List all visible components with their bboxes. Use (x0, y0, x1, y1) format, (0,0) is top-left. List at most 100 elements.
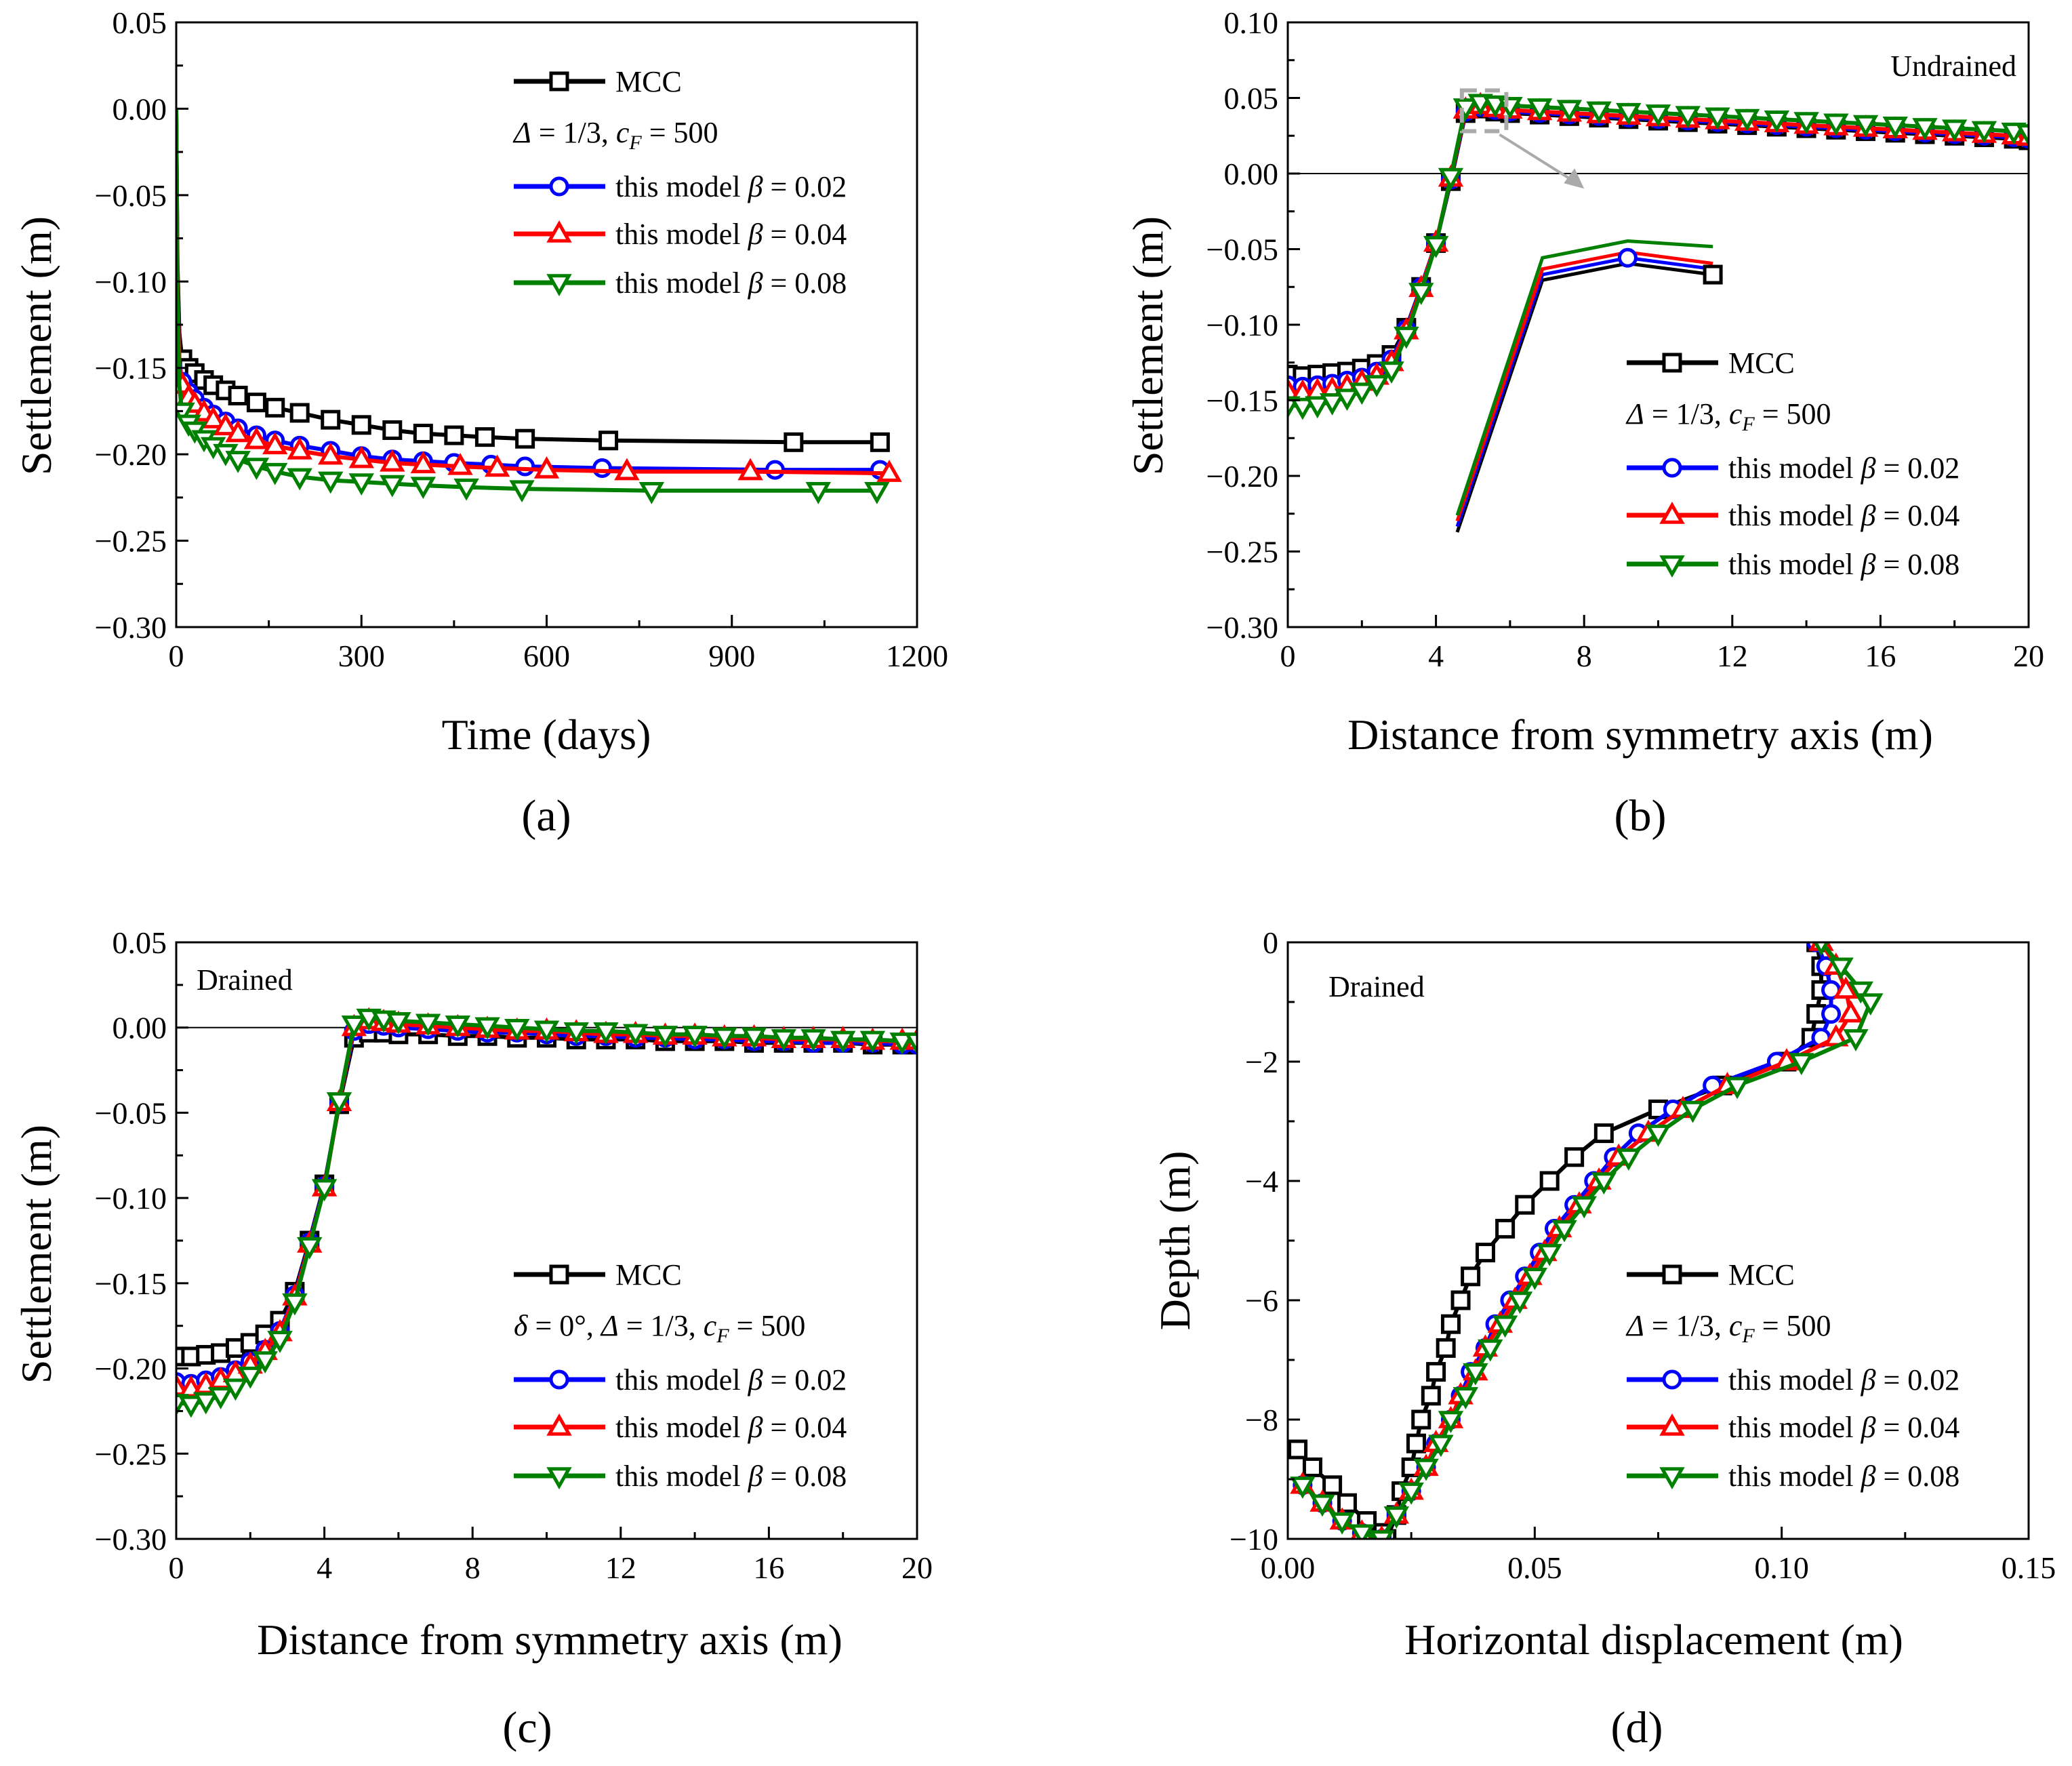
legend-marker-MCC (1662, 1264, 1682, 1285)
x-tick-label: 0.05 (1507, 1550, 1562, 1585)
plot-frame (175, 21, 918, 628)
plot-c: 0 4 8 12 16 20 0.05 0.00 −0.05 −0.10 −0.15 −0.20 −0.… (95, 925, 933, 1585)
y-tick-label: −0.10 (95, 264, 167, 299)
x-tick-label: 0 (169, 639, 184, 673)
legend-label-b008: this model β = 0.08 (615, 1460, 847, 1493)
series-line-b004 (1301, 942, 1853, 1539)
x-tick-label: 4 (317, 1550, 332, 1585)
legend-marker-b002 (549, 176, 569, 197)
y-tick-label: 0.10 (1224, 5, 1279, 40)
data-point-b008 (1616, 102, 1642, 125)
y-axis-title-c: Settlement (m) (12, 1125, 60, 1384)
data-point-b008 (193, 1392, 219, 1415)
x-tick-label: 8 (1577, 639, 1592, 673)
data-point-MCC (1406, 1433, 1426, 1453)
y-tick-label: −0.25 (1206, 535, 1278, 569)
zoom-arrow-line (1499, 133, 1572, 180)
data-point-b008 (1428, 1434, 1454, 1458)
data-point-MCC (1515, 1195, 1535, 1215)
data-point-MCC (784, 432, 804, 452)
y-tick-label: −0.20 (95, 437, 167, 472)
data-point-b008 (682, 1026, 708, 1048)
data-point-b008 (904, 1032, 917, 1055)
data-point-b008 (1789, 1053, 1814, 1076)
data-point-b008 (297, 1237, 323, 1260)
data-point-b008 (1764, 111, 1790, 133)
data-point-b002 (592, 458, 612, 479)
data-point-b008 (830, 1030, 856, 1053)
series-group (1288, 92, 2029, 420)
data-point-b008 (800, 1029, 826, 1051)
legend-label-MCC: MCC (615, 65, 682, 98)
x-tick-label: 900 (708, 639, 755, 673)
y-tick-label: −0.15 (1206, 384, 1278, 418)
legend-label-MCC: MCC (615, 1258, 682, 1291)
legend-params: Δ = 1/3, cF = 500 (1625, 1309, 1831, 1347)
data-point-b008 (453, 478, 479, 501)
data-point-MCC (289, 403, 310, 423)
data-point-b008 (1463, 1363, 1488, 1386)
data-point-MCC (1539, 1171, 1560, 1191)
data-point-b008 (1912, 118, 1938, 140)
data-point-MCC (515, 428, 535, 449)
y-axis-title-a: Settlement (m) (12, 216, 60, 475)
series-line-b008 (176, 1015, 917, 1407)
x-tick-label: 300 (338, 639, 385, 673)
y-tick-label: 0.05 (113, 925, 167, 960)
x-tick-label: 0.00 (1261, 1550, 1316, 1585)
y-axis-title-b: Settlement (m) (1124, 216, 1172, 475)
data-point-b008 (1828, 957, 1854, 980)
y-tick-label: −6 (1245, 1283, 1278, 1318)
y-axis-title-d: Depth (m) (1151, 1151, 1199, 1331)
legend-d: MCC Δ = 1/3, cF = 500 this model β = 0.02 t… (1625, 1258, 1959, 1493)
legend-label-b002: this model β = 0.02 (1728, 1363, 1959, 1397)
data-point-b008 (1858, 993, 1884, 1016)
legend-b: MCC Δ = 1/3, cF = 500 this model β = 0.02 t… (1625, 346, 1959, 581)
legend-label-b008: this model β = 0.08 (1728, 548, 1959, 581)
data-point-b008 (341, 1015, 367, 1038)
annotation-drained-d: Drained (1328, 970, 1425, 1003)
data-point-b008 (1616, 1148, 1642, 1171)
data-point-b008 (1368, 1530, 1395, 1539)
data-point-MCC (1302, 1457, 1322, 1477)
x-tick-label: 0.10 (1754, 1550, 1809, 1585)
y-tick-label: −4 (1245, 1164, 1278, 1199)
x-axis-title-b: Distance from symmetry axis (m) (1347, 710, 1933, 759)
y-tick-label: −0.20 (1206, 459, 1278, 494)
x-tick-label: 12 (1717, 639, 1748, 673)
legend-label-MCC: MCC (1728, 1258, 1795, 1291)
data-point-b008 (207, 1387, 234, 1409)
data-point-b008 (410, 477, 436, 500)
data-point-b004 (348, 445, 374, 468)
data-point-b008 (252, 1351, 278, 1374)
inset-line-MCC (1455, 262, 1713, 533)
data-point-MCC (1475, 1243, 1495, 1263)
data-point-MCC (1411, 1409, 1431, 1430)
legend-label-b004: this model β = 0.04 (615, 218, 847, 251)
data-point-b008 (1319, 393, 1345, 416)
x-tick-label: 1200 (886, 639, 948, 673)
y-tick-label: −0.05 (95, 1096, 167, 1130)
y-tick-label: −0.30 (1206, 610, 1278, 645)
data-point-b008 (1591, 1172, 1617, 1195)
data-point-b008 (741, 1027, 767, 1050)
series-group (176, 108, 902, 504)
data-point-MCC (1564, 1147, 1585, 1167)
data-point-b008 (504, 1019, 530, 1041)
legend-marker-b002 (1662, 458, 1682, 478)
data-point-b004 (484, 454, 510, 477)
data-point-b008 (563, 1022, 589, 1045)
panel-c: (c) Distance from symmetry axis (m) Sett… (12, 963, 842, 1752)
legend-label-b002: this model β = 0.02 (615, 1363, 847, 1397)
data-point-b004 (1833, 976, 1859, 999)
x-axis-title-c: Distance from symmetry axis (m) (257, 1616, 842, 1664)
data-point-b008 (1408, 283, 1434, 305)
data-point-MCC (474, 427, 495, 447)
data-point-MCC (1495, 1218, 1516, 1239)
legend-marker-b008 (1659, 1467, 1685, 1490)
data-point-b008 (267, 1331, 293, 1353)
y-tick-label: −2 (1245, 1045, 1278, 1079)
data-point-b008 (386, 1011, 411, 1035)
x-tick-label: 16 (753, 1550, 784, 1585)
data-point-MCC (351, 415, 371, 435)
